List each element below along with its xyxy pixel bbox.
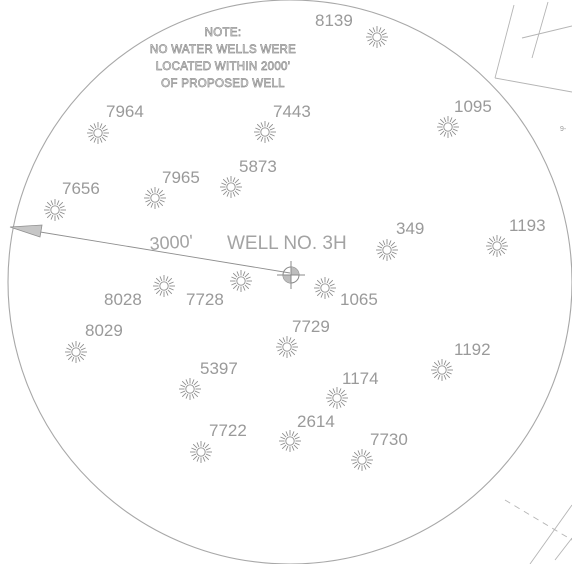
water-well-1193: 1193 [485, 216, 546, 258]
water-well-7729: 7729 [275, 317, 330, 359]
well-label: 8139 [315, 11, 353, 30]
arrowhead [9, 224, 43, 238]
water-well-1174: 1174 [325, 369, 379, 410]
water-well-icon [189, 440, 213, 464]
well-label: 349 [396, 219, 424, 238]
well-label: 5397 [200, 359, 238, 378]
note-line-2: LOCATED WITHIN 2000' [156, 61, 291, 73]
water-well-icon [375, 238, 399, 262]
water-well-icon [86, 121, 110, 145]
water-well-7730: 7730 [350, 430, 408, 472]
radius-leader [9, 224, 291, 274]
well-label: 8029 [85, 321, 123, 340]
water-well-7965: 7965 [143, 168, 200, 210]
water-well-2614: 2614 [278, 412, 335, 453]
well-label: 1095 [454, 97, 492, 116]
well-label: 1192 [454, 340, 491, 359]
water-well-icon [178, 377, 202, 401]
well-label: 7443 [273, 102, 311, 121]
water-well-icon [485, 234, 509, 258]
water-well-1095: 1095 [436, 97, 492, 139]
water-well-icon [253, 120, 277, 144]
water-well-8139: 8139 [315, 11, 389, 49]
edge-mark: 9- [560, 126, 567, 133]
well-label: 5873 [239, 157, 277, 176]
water-well-icon [313, 276, 337, 300]
note-heading: NOTE: [205, 27, 242, 39]
water-well-icon [275, 335, 299, 359]
note-line-3: OF PROPOSED WELL [161, 78, 285, 90]
well-label: 7964 [106, 102, 144, 121]
water-well-icon [219, 175, 243, 199]
well-label: 7730 [370, 430, 408, 449]
well-label: 8028 [104, 290, 142, 309]
water-well-7722: 7722 [189, 421, 247, 464]
water-well-icon [229, 269, 253, 293]
water-well-1192: 1192 [430, 340, 491, 382]
well-label: 1174 [342, 369, 379, 388]
water-well-349: 349 [375, 219, 424, 262]
proposed-well-icon [277, 261, 305, 289]
water-well-7443: 7443 [253, 102, 311, 144]
water-well-1065: 1065 [313, 276, 378, 309]
well-label: 7656 [62, 179, 100, 198]
water-well-8029: 8029 [64, 321, 123, 364]
water-well-7656: 7656 [43, 179, 100, 222]
well-label: 7728 [186, 290, 224, 309]
note-line-1: NO WATER WELLS WERE [150, 44, 296, 56]
well-label: 1193 [509, 216, 546, 235]
water-well-icon [436, 115, 460, 139]
note-block: NOTE: NO WATER WELLS WERE LOCATED WITHIN… [150, 27, 297, 91]
water-well-icon [278, 429, 302, 453]
water-well-7964: 7964 [86, 102, 144, 145]
water-well-7728: 7728 [186, 269, 253, 309]
radius-circle [7, 0, 572, 564]
water-well-icon [64, 340, 88, 364]
water-well-icon [325, 386, 349, 410]
water-well-icon [43, 198, 67, 222]
water-well-icon [350, 448, 374, 472]
well-label: 7965 [162, 168, 200, 187]
radius-label: 3000' [149, 231, 194, 254]
water-well-icon [365, 25, 389, 49]
well-label: 7729 [292, 317, 330, 336]
water-well-8028: 8028 [104, 274, 176, 309]
water-well-icon [143, 186, 167, 210]
lease-lines [494, 1, 572, 564]
well-label: 2614 [297, 412, 335, 431]
water-well-5397: 5397 [178, 359, 238, 401]
water-well-icon [152, 274, 176, 298]
water-well-5873: 5873 [219, 157, 277, 199]
well-label: 7722 [209, 421, 247, 440]
well-name: WELL NO. 3H [227, 233, 347, 254]
well-label: 1065 [340, 290, 378, 309]
water-well-icon [430, 358, 454, 382]
